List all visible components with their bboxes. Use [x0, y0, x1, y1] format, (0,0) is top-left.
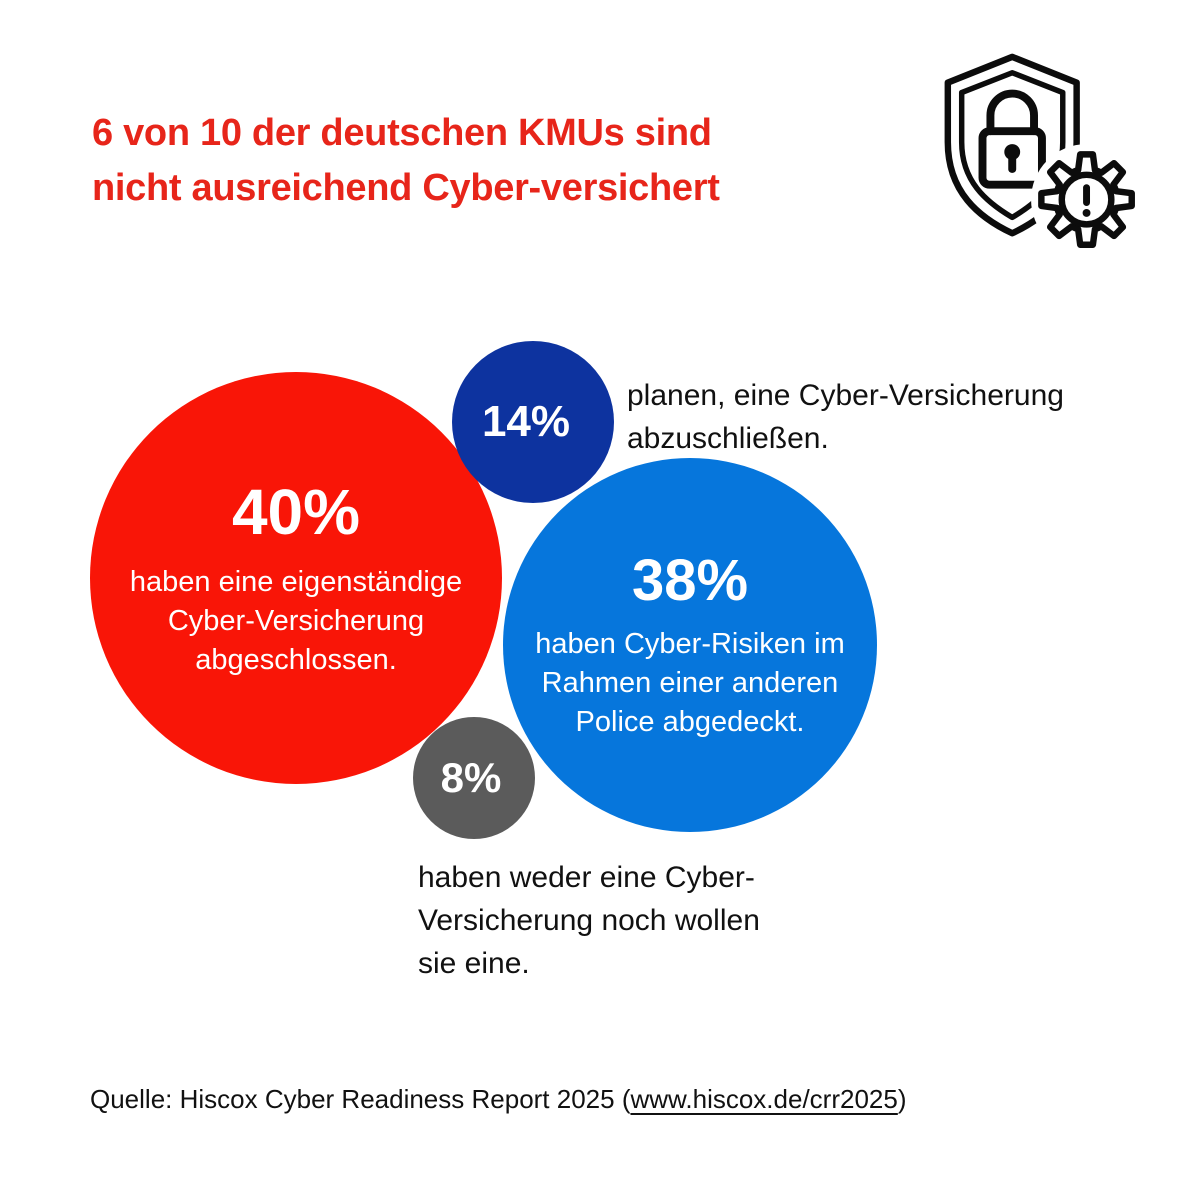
- bubble-38-value: 38%: [631, 547, 749, 613]
- keyhole: [1004, 144, 1021, 160]
- bubble-8-percent: 8%: [413, 717, 535, 839]
- source-text-suffix: ): [897, 1084, 907, 1114]
- bubble-40-value: 40%: [231, 475, 361, 548]
- bubble-8-label: haben weder eine Cyber- Versicherung noc…: [418, 861, 760, 980]
- bubble-8-value: 8%: [440, 754, 502, 801]
- page-title-line1: 6 von 10 der deutschen KMUs sind: [92, 112, 712, 154]
- bubble-14-value: 14%: [481, 397, 571, 446]
- lock-icon: [978, 89, 1046, 189]
- source-link[interactable]: www.hiscox.de/crr2025: [630, 1084, 898, 1114]
- page-title-line2: nicht ausreichend Cyber-versichert: [92, 167, 720, 209]
- bubble-40-label: haben eine eigenständige Cyber-Versicher…: [129, 565, 463, 676]
- bubble-38-percent: 38% haben Cyber-Risiken im Rahmen einer …: [503, 458, 877, 832]
- source-line: Quelle: Hiscox Cyber Readiness Report 20…: [90, 1084, 907, 1115]
- source-text: Quelle: Hiscox Cyber Readiness Report 20…: [90, 1084, 631, 1114]
- gear-alert-icon: [1031, 144, 1143, 256]
- gear-icon: [1038, 151, 1135, 248]
- shield-lock-gear-alert-icon: [944, 53, 1143, 256]
- bubble-38-label: haben Cyber-Risiken im Rahmen einer ande…: [535, 627, 845, 738]
- exclamation-icon: [1082, 184, 1091, 217]
- page-title: 6 von 10 der deutschen KMUs sind nicht au…: [92, 106, 720, 216]
- bubble-14-label: planen, eine Cyber-Versicherung abzuschl…: [627, 379, 1064, 455]
- bubble-40-percent: 40% haben eine eigenständige Cyber-Versi…: [90, 372, 502, 784]
- bubble-14-percent: 14%: [452, 341, 614, 503]
